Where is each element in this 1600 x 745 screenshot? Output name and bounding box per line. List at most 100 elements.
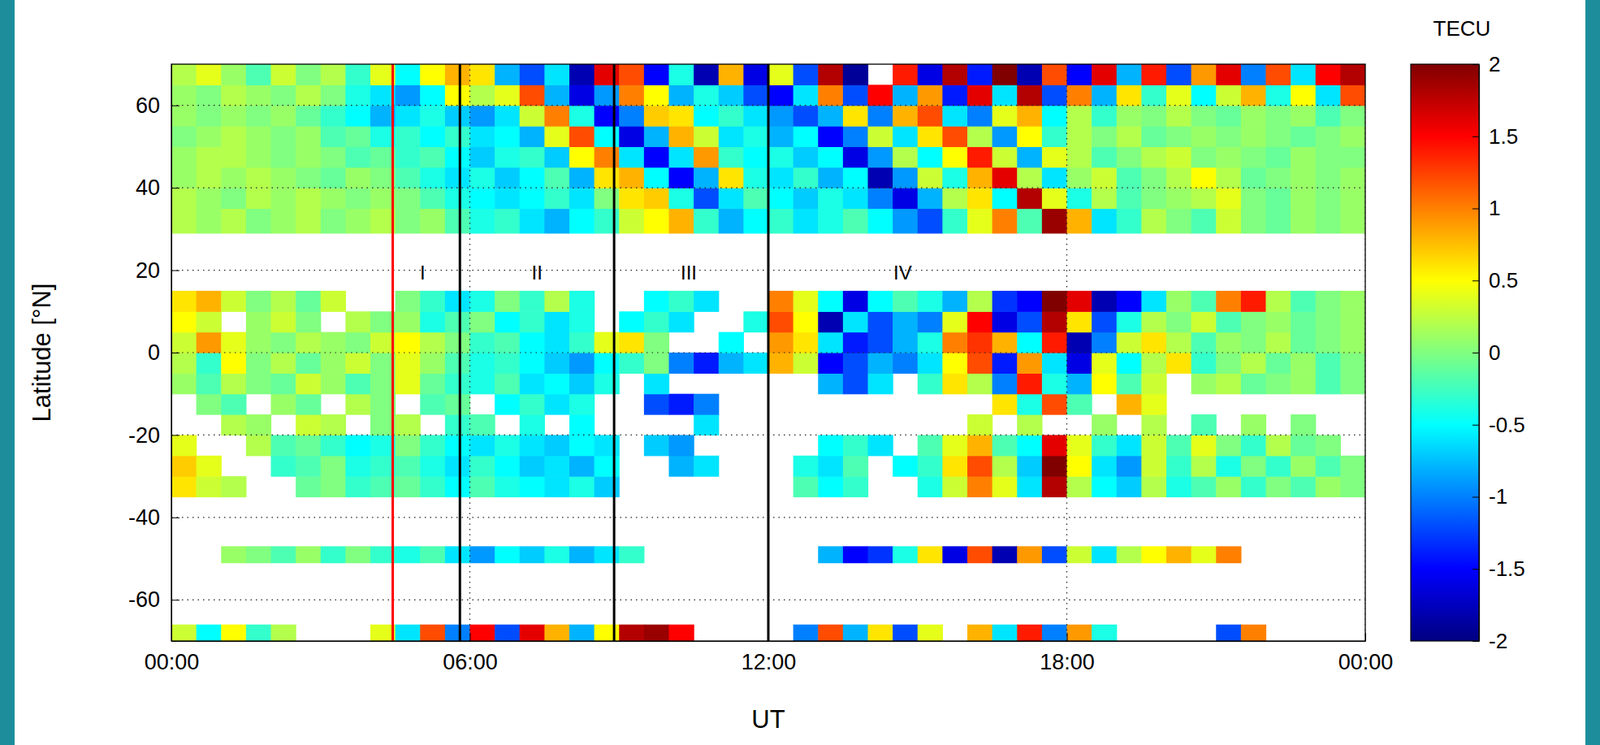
heatmap-cell	[445, 187, 471, 209]
heatmap-cell	[320, 105, 346, 127]
heatmap-cell	[843, 167, 869, 189]
heatmap-cell	[817, 455, 844, 477]
heatmap-cell	[196, 352, 222, 374]
heatmap-cell	[1266, 455, 1292, 477]
heatmap-cell	[1166, 332, 1192, 354]
heatmap-cell	[1091, 624, 1117, 641]
heatmap-cell	[1042, 167, 1068, 189]
heatmap-cell	[1315, 105, 1341, 127]
heatmap-cell	[1191, 455, 1217, 477]
colorbar-tick: 0.5	[1472, 268, 1518, 293]
heatmap-cell	[1315, 84, 1341, 106]
heatmap-cell	[1290, 84, 1316, 106]
heatmap-cell	[395, 290, 421, 312]
heatmap-cell	[793, 475, 819, 498]
heatmap-cell	[1016, 414, 1043, 436]
heatmap-cell	[1116, 455, 1142, 477]
heatmap-cell	[1241, 372, 1267, 394]
heatmap-cell	[1067, 208, 1093, 234]
event-line	[613, 64, 616, 641]
heatmap-cell	[519, 187, 545, 209]
heatmap-cell	[1067, 146, 1093, 168]
x-tick-mark	[470, 632, 472, 641]
heatmap-cell	[569, 414, 595, 436]
heatmap-cell	[817, 84, 844, 106]
heatmap-cell	[1215, 105, 1242, 127]
heatmap-cell	[445, 393, 471, 416]
heatmap-cell	[1215, 208, 1242, 234]
heatmap-cell	[594, 125, 620, 148]
heatmap-cell	[1116, 290, 1142, 312]
heatmap-cell	[817, 146, 844, 168]
heatmap-cell	[271, 372, 297, 394]
heatmap-cell	[544, 475, 570, 498]
heatmap-cell	[1340, 64, 1366, 86]
y-axis: -60-40-200204060	[128, 64, 180, 642]
heatmap-cell	[171, 84, 197, 106]
heatmap-cell	[1290, 311, 1316, 333]
heatmap-cell	[1091, 64, 1117, 86]
heatmap-cell	[967, 332, 993, 354]
heatmap-cell	[220, 372, 247, 394]
heatmap-cell	[171, 208, 197, 234]
heatmap-cell	[967, 372, 993, 394]
heatmap-cell	[1215, 455, 1242, 477]
heatmap-cell	[1016, 624, 1043, 641]
heatmap-cell	[569, 372, 595, 394]
heatmap-cell	[220, 332, 247, 354]
heatmap-cell	[967, 146, 993, 168]
colorbar-axis: -2-1.5-1-0.500.511.52	[1472, 51, 1526, 653]
heatmap-cell	[519, 393, 545, 416]
heatmap-cell	[868, 311, 894, 333]
heatmap-cell	[1116, 187, 1142, 209]
heatmap-cell	[544, 372, 570, 394]
heatmap-cell	[1042, 475, 1068, 498]
colorbar-tick: 2	[1472, 51, 1501, 77]
heatmap-cell	[395, 208, 421, 234]
heatmap-cell	[1166, 84, 1192, 106]
y-tick-label: 20	[135, 258, 160, 283]
heatmap-cell	[246, 332, 272, 354]
heatmap-cell	[817, 311, 844, 333]
heatmap-cell	[1290, 332, 1316, 354]
heatmap-cell	[693, 105, 719, 127]
heatmap-cell	[519, 64, 545, 86]
heatmap-cell	[246, 146, 272, 168]
heatmap-cell	[395, 84, 421, 106]
heatmap-cell	[1141, 311, 1167, 333]
heatmap-cell	[295, 475, 321, 498]
heatmap-cell	[544, 105, 570, 127]
heatmap-cell	[793, 352, 819, 374]
heatmap-cell	[992, 434, 1018, 456]
heatmap-cell	[1067, 545, 1093, 563]
heatmap-cell	[868, 624, 894, 641]
heatmap-cell	[942, 290, 968, 312]
heatmap-cell	[1116, 475, 1142, 498]
heatmap-cell	[1141, 64, 1167, 86]
heatmap-cell	[345, 146, 371, 168]
heatmap-cell	[470, 372, 496, 394]
heatmap-cell	[419, 393, 446, 416]
heatmap-cell	[992, 146, 1018, 168]
heatmap-cell	[942, 146, 968, 168]
heatmap-cell	[1191, 545, 1217, 563]
heatmap-cell	[1042, 105, 1068, 127]
heatmap-cell	[271, 105, 297, 127]
heatmap-cell	[1340, 146, 1366, 168]
colorbar-tick-mark	[1472, 280, 1479, 282]
heatmap-cell	[1215, 434, 1242, 456]
colorbar-tick: 1.5	[1472, 124, 1518, 149]
heatmap-cell	[743, 167, 769, 189]
heatmap-cell	[892, 455, 918, 477]
heatmap-cell	[196, 146, 222, 168]
colorbar-tick-mark	[1472, 352, 1479, 354]
heatmap-cell	[743, 84, 769, 106]
heatmap-cell	[1067, 187, 1093, 209]
heatmap-cell	[295, 208, 321, 234]
heatmap-cell	[1191, 146, 1217, 168]
heatmap-cell	[768, 352, 794, 374]
heatmap-cell	[1016, 146, 1043, 168]
heatmap-cell	[992, 84, 1018, 106]
heatmap-cell	[1141, 146, 1167, 168]
heatmap-cell	[445, 455, 471, 477]
